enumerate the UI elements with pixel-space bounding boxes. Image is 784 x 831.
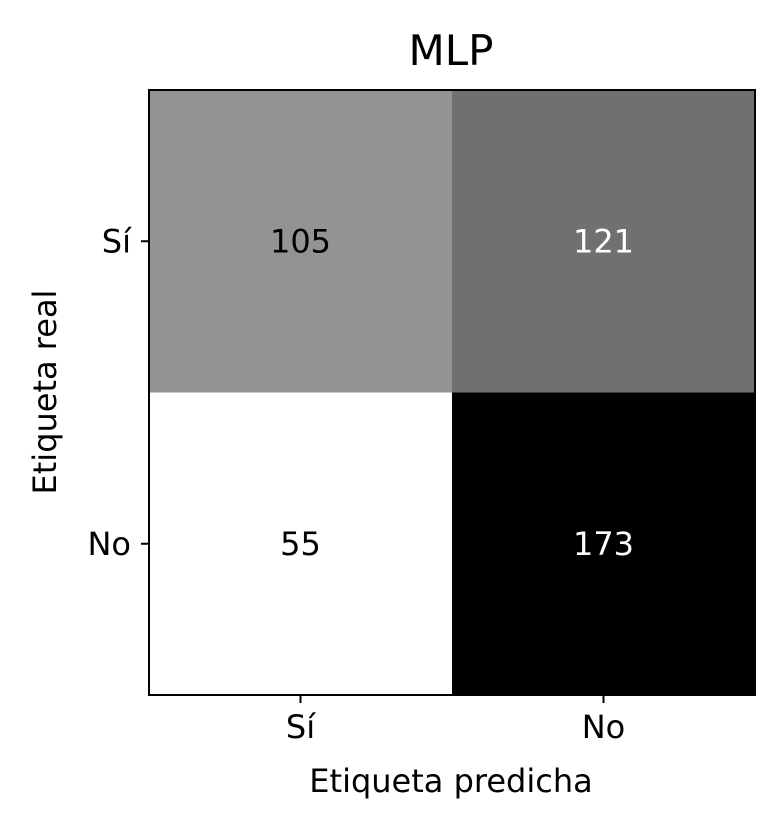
y-axis-label: Etiqueta real — [26, 290, 64, 495]
chart-title: MLP — [409, 26, 494, 75]
plot-frame — [148, 89, 756, 696]
x-tick-label-0: Sí — [286, 708, 316, 746]
x-tick-label-1: No — [582, 708, 626, 746]
heatmap-cells — [149, 90, 756, 696]
cell-value-labels: 105 121 55 173 — [270, 222, 634, 563]
x-tick-labels: Sí No — [286, 695, 625, 746]
heatmap-cell-r0-c1 — [452, 90, 756, 393]
cell-value-r1-c0: 55 — [280, 525, 321, 563]
y-tick-label-1: No — [87, 525, 131, 563]
y-tick-label-0: Sí — [102, 222, 132, 260]
heatmap-cell-r1-c1 — [452, 392, 756, 696]
cell-value-r0-c1: 121 — [573, 222, 634, 260]
y-tick-labels: Sí No — [87, 222, 149, 563]
x-axis-label: Etiqueta predicha — [309, 762, 592, 800]
cell-value-r1-c1: 173 — [573, 525, 634, 563]
cell-value-r0-c0: 105 — [270, 222, 331, 260]
heatmap-cell-r1-c0 — [149, 392, 453, 696]
heatmap-cell-r0-c0 — [149, 90, 453, 393]
